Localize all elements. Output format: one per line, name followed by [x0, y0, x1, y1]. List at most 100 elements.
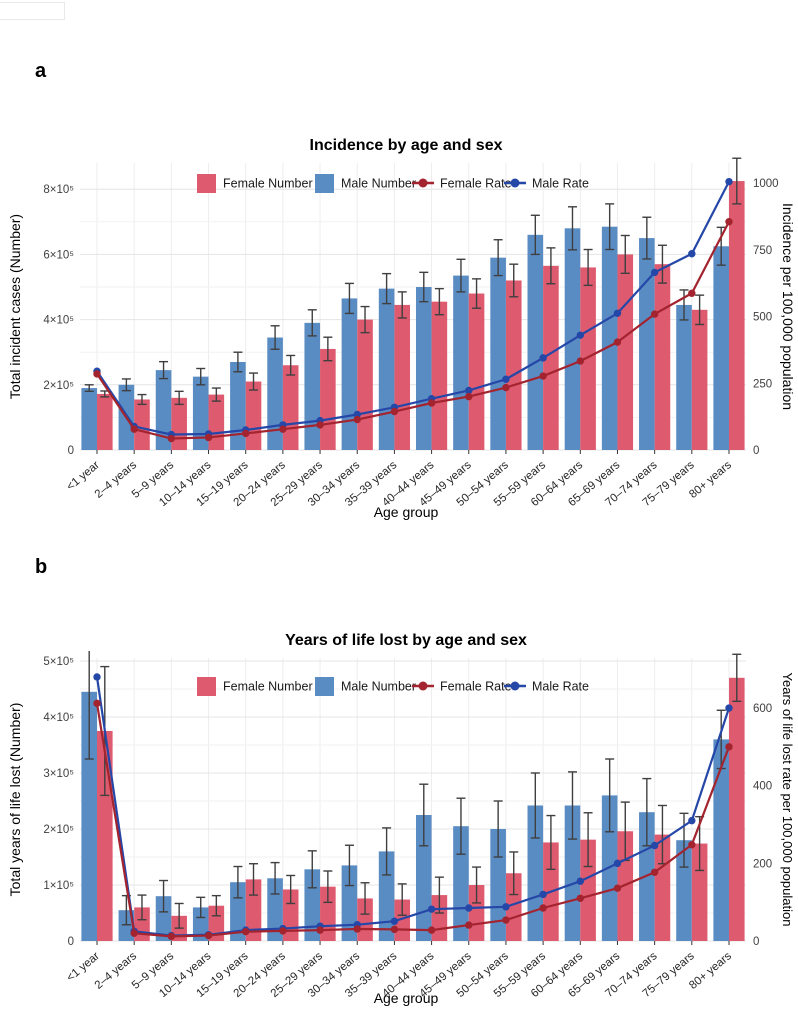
x-axis-title: Age group — [374, 990, 439, 1006]
rate-point-male-rate — [613, 859, 622, 868]
bar-female-number — [171, 397, 187, 450]
bar-female-number — [654, 264, 671, 450]
bar-male-number — [378, 288, 395, 450]
right-tick-label: 200 — [753, 858, 772, 870]
bar-male-number — [118, 910, 135, 941]
rate-point-male-rate — [427, 905, 436, 913]
legend-swatch-female-number — [197, 677, 216, 696]
rate-point-male-rate — [688, 816, 696, 825]
bar-female-number — [357, 898, 373, 941]
left-axis-title: Total years of life lost (Number) — [7, 703, 23, 897]
rate-point-female-rate — [539, 372, 547, 380]
bar-female-number — [580, 267, 596, 450]
bar-female-number — [505, 280, 522, 450]
rate-point-male-rate — [539, 354, 547, 362]
bar-female-number — [97, 393, 113, 450]
rate-line-male-rate — [95, 676, 731, 937]
legend-label: Male Number — [341, 177, 416, 191]
legend-label: Female Rate — [440, 177, 512, 191]
bar-female-number — [245, 381, 262, 450]
rate-point-female-rate — [204, 433, 213, 442]
rate-point-female-rate — [204, 931, 213, 940]
legend-point-female-rate — [418, 178, 428, 188]
legend-swatch-female-number — [197, 174, 216, 193]
right-axis-title: Incidence per 100,000 population — [780, 203, 796, 410]
rate-point-female-rate — [130, 929, 138, 937]
rate-point-male-rate — [502, 903, 510, 911]
bar-male-number — [341, 865, 358, 941]
rate-point-female-rate — [130, 425, 138, 433]
rate-point-female-rate — [316, 926, 324, 934]
right-tick-label: 1000 — [753, 178, 779, 190]
bar-male-number — [713, 739, 729, 941]
rate-point-female-rate — [502, 916, 510, 924]
rate-point-male-rate — [613, 309, 622, 317]
rate-point-female-rate — [688, 289, 696, 297]
bar-male-number — [601, 226, 618, 450]
right-tick-label: 250 — [753, 378, 772, 390]
bar-male-number — [453, 826, 469, 941]
bar-male-number — [81, 388, 97, 450]
panel-label-a: a — [35, 60, 47, 82]
rate-point-female-rate — [576, 894, 584, 902]
bar-female-number — [282, 365, 299, 450]
bar-male-number — [267, 337, 283, 450]
chart-title: Years of life lost by age and sex — [285, 632, 527, 649]
rate-point-female-rate — [725, 743, 733, 751]
bar-male-number — [192, 907, 209, 941]
left-tick-label: 4×10⁵ — [43, 712, 74, 724]
rate-point-female-rate — [427, 399, 436, 407]
chart-title: Incidence by age and sex — [310, 137, 503, 154]
rate-point-male-rate — [465, 904, 473, 912]
rate-point-male-rate — [688, 250, 696, 258]
bar-female-number — [357, 319, 373, 450]
left-tick-label: 3×10⁵ — [43, 768, 74, 780]
rate-point-female-rate — [279, 927, 287, 935]
legend-label: Male Number — [341, 680, 416, 694]
rate-point-female-rate — [242, 927, 250, 936]
rate-point-female-rate — [725, 218, 733, 226]
rate-point-female-rate — [353, 415, 361, 424]
bar-female-number — [728, 677, 745, 941]
right-axis-title: Years of life lost rate per 100,000 popu… — [780, 673, 795, 927]
bar-male-number — [230, 361, 246, 450]
rate-point-male-rate — [465, 386, 473, 395]
rate-point-female-rate — [650, 868, 659, 876]
bar-female-number — [654, 834, 671, 941]
bar-female-number — [580, 839, 596, 941]
legend-label: Female Number — [223, 177, 313, 191]
legend-point-female-rate — [418, 681, 428, 691]
rate-point-female-rate — [390, 925, 399, 934]
scan-artifact — [0, 2, 65, 20]
rate-line-female-rate — [95, 703, 731, 938]
rate-point-male-rate — [576, 331, 584, 339]
rate-point-female-rate — [502, 383, 510, 392]
rate-line-male-rate — [96, 181, 730, 436]
bar-female-number — [543, 265, 559, 450]
bar-male-number — [378, 851, 395, 941]
bar-male-number — [304, 322, 321, 450]
bar-female-number — [320, 348, 336, 450]
bar-female-number — [431, 301, 448, 450]
bar-female-number — [134, 399, 150, 450]
bar-male-number — [527, 234, 544, 450]
left-tick-label: 0 — [68, 445, 74, 457]
bar-male-number — [155, 370, 172, 450]
bar-female-number — [394, 304, 411, 450]
bar-male-number — [230, 882, 246, 941]
right-tick-label: 0 — [753, 936, 759, 948]
bar-male-number — [676, 304, 692, 450]
legend-label: Male Rate — [532, 680, 589, 694]
rate-point-male-rate — [539, 890, 547, 899]
bar-male-number — [415, 287, 432, 450]
rate-point-male-rate — [390, 917, 399, 925]
left-tick-label: 4×10⁵ — [43, 315, 74, 327]
bar-male-number — [713, 246, 729, 450]
panel-label-b: b — [35, 556, 48, 578]
bar-female-number — [208, 905, 225, 941]
bar-male-number — [639, 238, 655, 450]
legend-swatch-male-number — [315, 174, 334, 193]
bar-female-number — [468, 885, 485, 941]
